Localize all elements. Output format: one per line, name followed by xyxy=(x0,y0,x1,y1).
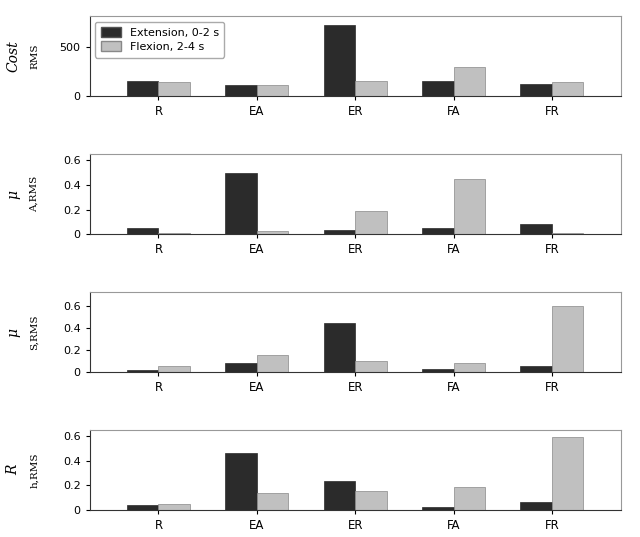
Bar xyxy=(225,363,257,372)
Bar xyxy=(225,172,257,234)
Bar xyxy=(454,179,485,234)
Bar xyxy=(422,368,454,372)
Bar xyxy=(520,502,552,510)
Text: S,RMS: S,RMS xyxy=(30,314,39,350)
Bar xyxy=(552,306,584,372)
Bar xyxy=(127,370,159,372)
Text: A,RMS: A,RMS xyxy=(30,176,39,212)
Text: μ: μ xyxy=(6,190,20,199)
Bar xyxy=(454,67,485,96)
Text: R: R xyxy=(6,465,20,475)
Bar xyxy=(422,81,454,96)
Bar xyxy=(324,323,355,372)
Bar xyxy=(225,84,257,96)
Bar xyxy=(324,481,355,510)
Bar xyxy=(159,233,190,234)
Bar xyxy=(324,25,355,96)
Bar xyxy=(552,82,584,96)
Bar xyxy=(355,212,387,234)
Text: RMS: RMS xyxy=(30,43,39,69)
Bar xyxy=(257,493,288,510)
Bar xyxy=(257,355,288,372)
Text: Cost: Cost xyxy=(6,40,20,72)
Bar xyxy=(159,82,190,96)
Legend: Extension, 0-2 s, Flexion, 2-4 s: Extension, 0-2 s, Flexion, 2-4 s xyxy=(95,21,224,57)
Bar xyxy=(520,84,552,96)
Bar xyxy=(454,487,485,510)
Bar xyxy=(355,491,387,510)
Bar xyxy=(454,363,485,372)
Bar xyxy=(127,81,159,96)
Bar xyxy=(225,453,257,510)
Text: h,RMS: h,RMS xyxy=(30,452,39,488)
Bar xyxy=(127,228,159,234)
Bar xyxy=(257,231,288,234)
Bar xyxy=(422,507,454,510)
Bar xyxy=(552,233,584,234)
Bar xyxy=(552,437,584,510)
Bar xyxy=(159,366,190,372)
Bar xyxy=(159,504,190,510)
Bar xyxy=(520,224,552,234)
Bar xyxy=(257,85,288,96)
Bar xyxy=(520,366,552,372)
Bar xyxy=(422,228,454,234)
Bar xyxy=(127,505,159,510)
Bar xyxy=(324,230,355,234)
Bar xyxy=(355,81,387,96)
Text: μ: μ xyxy=(6,328,20,337)
Bar xyxy=(355,361,387,372)
